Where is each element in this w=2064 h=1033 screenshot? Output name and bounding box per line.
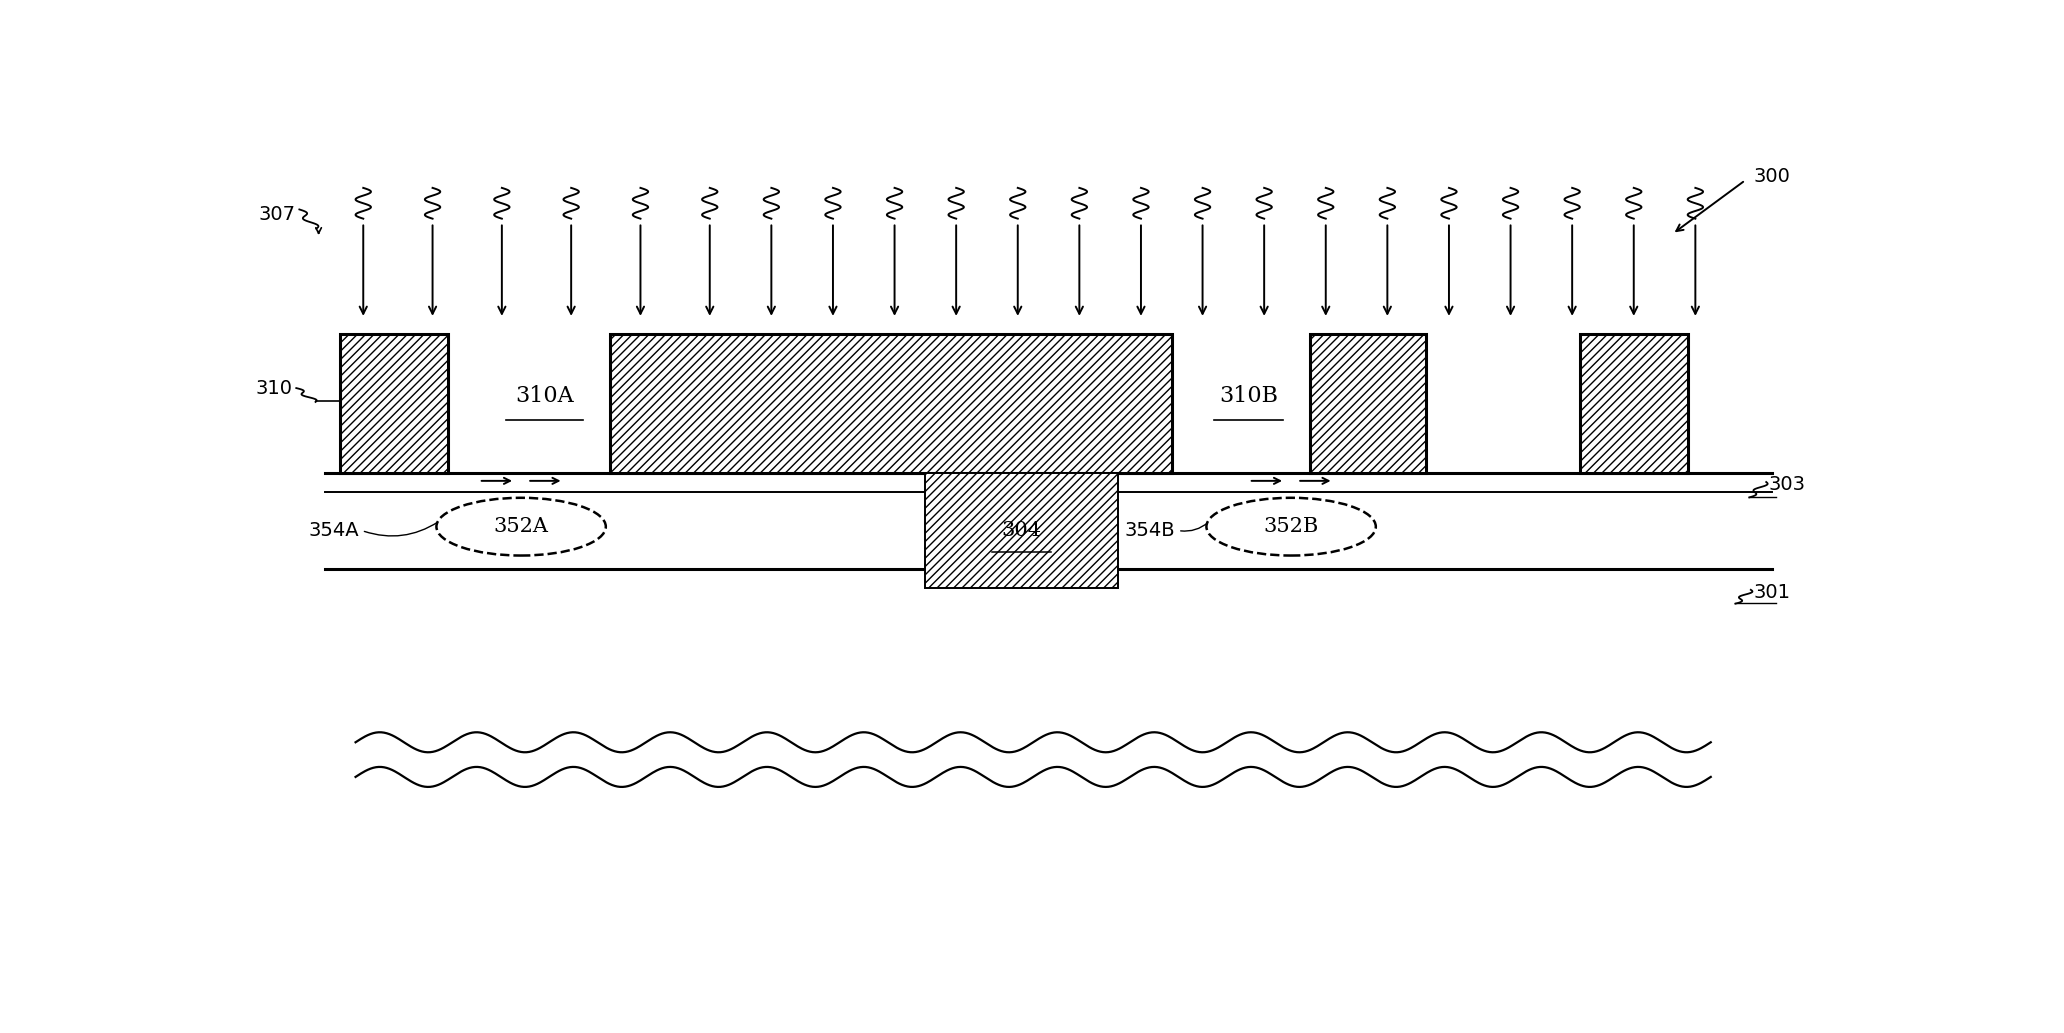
Text: 352B: 352B — [1263, 518, 1319, 536]
Ellipse shape — [1207, 498, 1377, 556]
Bar — [341, 334, 448, 473]
Text: 310A: 310A — [514, 384, 574, 407]
Text: 303: 303 — [1769, 475, 1806, 494]
Text: 310B: 310B — [1220, 384, 1278, 407]
Ellipse shape — [436, 498, 607, 556]
Text: 354B: 354B — [1125, 521, 1176, 540]
Bar — [925, 473, 1119, 588]
Text: 304: 304 — [1001, 521, 1042, 540]
Text: 307: 307 — [258, 206, 295, 224]
Bar — [1579, 334, 1688, 473]
Bar — [609, 334, 1172, 473]
Bar — [1311, 334, 1426, 473]
Text: 301: 301 — [1752, 583, 1789, 601]
Text: 352A: 352A — [493, 518, 549, 536]
Text: 300: 300 — [1752, 166, 1789, 186]
Text: 310: 310 — [256, 378, 293, 398]
Text: 354A: 354A — [310, 521, 359, 540]
